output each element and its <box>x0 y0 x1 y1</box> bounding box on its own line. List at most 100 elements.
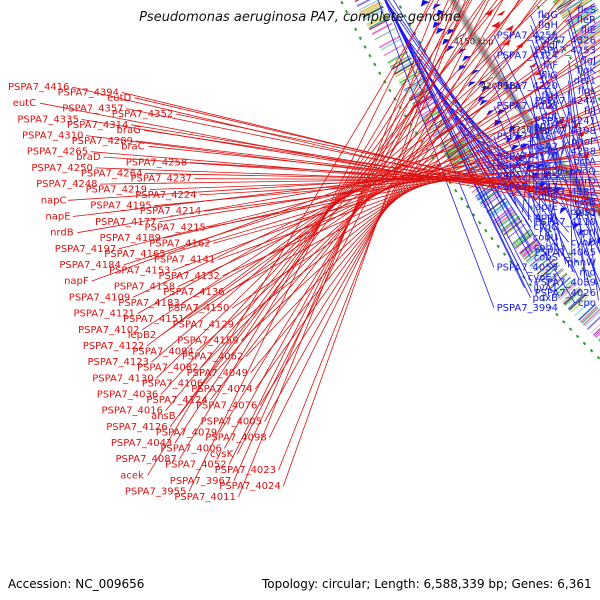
forward-cds-arrow <box>457 65 467 72</box>
forward-leader-line <box>384 0 495 268</box>
forward-gene-label: PSPA7_4170 <box>497 151 558 162</box>
reverse-gene-label: PSPA7_4250 <box>31 163 92 174</box>
reverse-gene-label: PSPA7_4310 <box>22 131 83 142</box>
forward-cog-band <box>359 0 380 11</box>
reverse-cds-arrow <box>574 143 583 150</box>
forward-gene-label: PSPA7_4110 <box>535 217 596 228</box>
reverse-leader-line <box>121 92 600 209</box>
tick-mark <box>483 76 494 84</box>
forward-cog-band <box>367 14 388 27</box>
forward-leader-line <box>403 35 569 243</box>
forward-gene-label: PSPA7_4220 <box>497 81 558 92</box>
reverse-gene-label: napC <box>41 195 67 206</box>
forward-cog-band <box>567 292 586 310</box>
forward-cog-band <box>369 18 391 31</box>
forward-cog-band <box>393 61 415 75</box>
reverse-cog-band <box>582 38 600 51</box>
reverse-leader-line <box>237 0 470 454</box>
reverse-gene-label: PSPA7_3955 <box>125 487 186 498</box>
reverse-gene-label: PSPA7_4258 <box>126 158 187 169</box>
reverse-cog-band <box>554 0 566 7</box>
reverse-gene-label: PSPA7_4079 <box>156 427 217 438</box>
forward-cog-band <box>548 272 567 289</box>
reverse-leader-line <box>228 0 460 465</box>
forward-cog-band <box>568 293 587 311</box>
forward-gene-label: PSPA7_4326 <box>535 35 596 46</box>
forward-cog-band <box>417 99 438 114</box>
reverse-leader-line <box>259 0 520 406</box>
forward-gene-label: phoP <box>571 136 596 147</box>
reverse-leader-line <box>219 0 487 433</box>
forward-cog-band <box>354 0 356 1</box>
reverse-gene-label: PSPA7_4214 <box>140 206 201 217</box>
reverse-cog-band <box>578 29 600 45</box>
forward-cog-band <box>525 246 545 263</box>
reverse-leader-line <box>231 63 600 309</box>
reverse-leader-line <box>91 93 600 282</box>
reverse-gene-label: PSPA7_4151 <box>123 314 184 325</box>
reverse-gene-label: PSPA7_4224 <box>135 190 196 201</box>
reverse-cds-arrow <box>496 10 506 16</box>
reverse-gene-label: PSPA7_4189 <box>100 233 161 244</box>
reverse-gene-label: PSPA7_4335 <box>17 114 78 125</box>
reverse-cog-band <box>567 6 598 27</box>
forward-gene-label: PSPA7_4241 <box>535 116 596 127</box>
forward-gene-label: PSPA7_4182 <box>535 187 596 198</box>
reverse-leader-line <box>250 0 560 374</box>
forward-cog-band <box>356 0 371 7</box>
reverse-leader-line <box>172 108 600 271</box>
reverse-gene-label: PSPA7_4183 <box>118 298 179 309</box>
forward-cog-band <box>354 0 360 3</box>
reverse-gene-label: PSPA7_4023 <box>215 465 276 476</box>
forward-gene-label: phnW <box>567 258 596 269</box>
forward-gene-label: fliJ <box>584 106 596 117</box>
forward-cog-band <box>546 269 564 285</box>
reverse-gene-label: PSPA7_4158 <box>114 282 175 293</box>
reverse-gene-label: PSPA7_4153 <box>109 265 170 276</box>
forward-cog-band <box>477 185 497 201</box>
reverse-gene-label: PSPA7_4177 <box>95 217 156 228</box>
reverse-gene-label: PSPA7_4264 <box>81 168 142 179</box>
forward-cds-arrow <box>432 3 442 10</box>
reverse-leader-line <box>233 0 449 481</box>
reverse-leader-line <box>264 0 504 422</box>
forward-cog-band <box>441 136 462 151</box>
forward-cog-band <box>541 264 560 281</box>
reverse-leader-line <box>210 0 521 401</box>
forward-gene-label: cyoC <box>533 222 558 233</box>
reverse-cog-band <box>576 25 600 42</box>
forward-gene-label: PSPA7_4039 <box>535 278 596 289</box>
reverse-cog-band <box>556 0 573 10</box>
reverse-leader-line <box>238 0 439 498</box>
forward-cog-band <box>586 316 600 330</box>
tick-label: 4250 kbp <box>510 126 550 136</box>
reverse-gene-label: PSPA7_4102 <box>78 325 139 336</box>
forward-gene-label: dgt <box>541 111 558 122</box>
forward-gene-label: cyoE1 <box>528 273 558 284</box>
forward-leader-line <box>530 45 600 244</box>
reverse-gene-label: PSPA7_4124 <box>146 395 207 406</box>
forward-cog-band <box>378 35 400 49</box>
forward-cds-arrow <box>559 207 568 215</box>
reverse-leader-line <box>160 0 523 395</box>
reverse-leader-line <box>278 0 466 471</box>
forward-cog-band <box>529 250 549 267</box>
reverse-gene-label: PSPA7_4011 <box>174 492 235 503</box>
reverse-cog-band <box>559 0 583 14</box>
reverse-cog-band <box>574 20 600 39</box>
reverse-leader-line <box>85 135 600 200</box>
reverse-gene-label: PSPA7_4076 <box>196 400 257 411</box>
forward-gene-label: PSPA7_4147 <box>497 182 558 193</box>
reverse-gene-label: PSPA7_4289 <box>72 136 133 147</box>
forward-cog-band <box>413 94 435 109</box>
forward-cog-band <box>557 281 575 298</box>
forward-gene-label: PSPA7_4198 <box>535 126 596 137</box>
reverse-gene-label: PSPA7_4357 <box>62 104 123 115</box>
forward-gene-label: fliG <box>541 71 558 82</box>
reverse-leader-line <box>245 2 583 357</box>
reverse-gene-label: eutC <box>13 98 36 109</box>
forward-gene-label: aprA <box>535 212 559 223</box>
reverse-gene-label: PSPA7_4352 <box>112 109 173 120</box>
reverse-cog-band <box>561 0 589 17</box>
forward-gene-label: PSPA7_4181 <box>497 131 558 142</box>
